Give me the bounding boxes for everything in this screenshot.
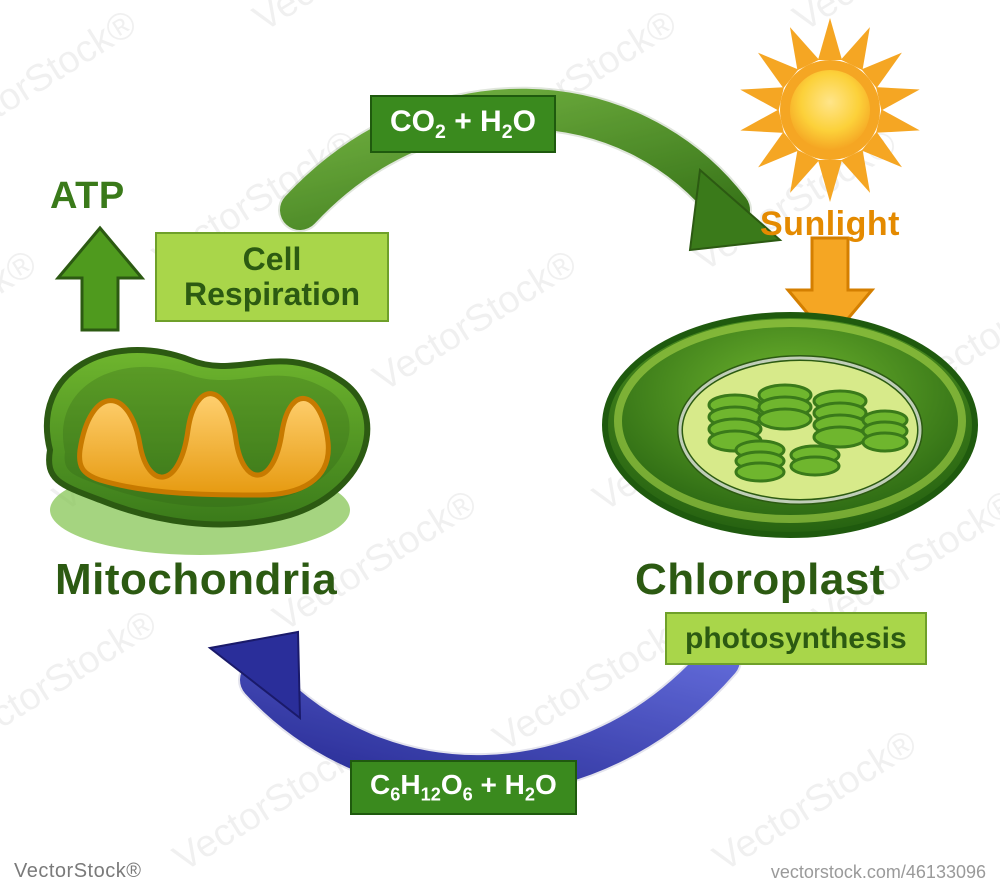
bottom-formula-badge: C6H12O6 + H2O [350,760,577,815]
sunlight-label: Sunlight [760,205,900,244]
atp-label: ATP [50,175,125,218]
top-formula-badge: CO2 + H2O [370,95,556,153]
footer-brand: VectorStock® [14,860,141,883]
atp-arrow-icon [58,228,142,330]
cell-respiration-line2: Respiration [184,276,360,312]
footer-id: vectorstock.com/46133096 [771,862,986,883]
chloroplast-label: Chloroplast [635,555,885,605]
photosynthesis-badge: photosynthesis [665,612,927,665]
diagram-canvas: VectorStock® VectorStock® VectorStock® V… [0,0,1000,893]
sun-icon [738,18,923,202]
mitochondria-label: Mitochondria [55,555,337,605]
cell-respiration-line1: Cell [243,241,302,277]
mitochondria-icon [47,350,367,555]
cell-respiration-badge: Cell Respiration [155,232,389,322]
blue-curve-arrow-icon [210,632,720,775]
chloroplast-icon [605,315,975,535]
